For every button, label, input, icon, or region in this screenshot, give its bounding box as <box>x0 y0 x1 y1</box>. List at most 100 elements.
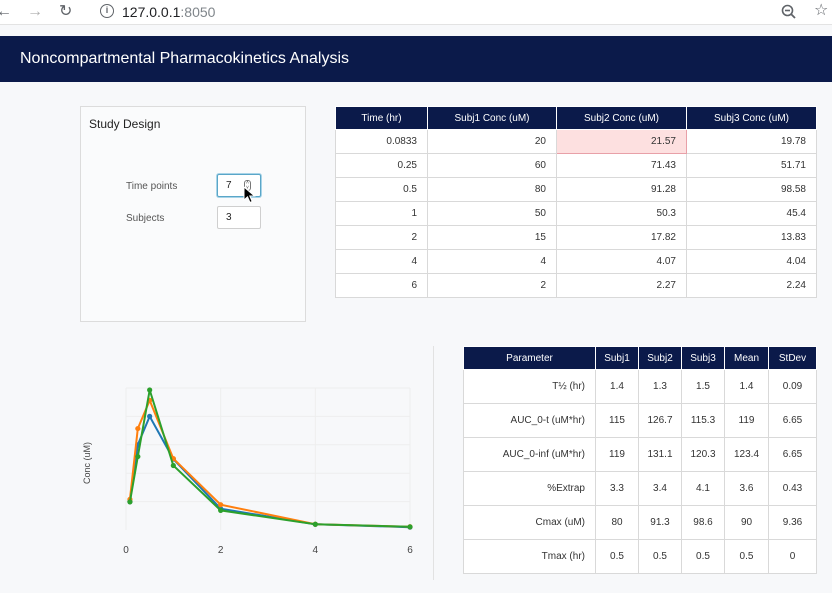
table-cell[interactable]: 131.1 <box>638 437 682 472</box>
table-cell[interactable]: 71.43 <box>556 153 687 178</box>
column-header-subj3[interactable]: Subj3 Conc (uM) <box>686 106 817 130</box>
series-line-3 <box>128 389 411 528</box>
data-point <box>407 524 413 530</box>
table-cell[interactable]: 2 <box>335 225 428 250</box>
table-cell[interactable]: 123.4 <box>724 437 769 472</box>
column-header-time[interactable]: Time (hr) <box>335 106 428 130</box>
table-cell[interactable]: 3.4 <box>638 471 682 506</box>
table-cell[interactable]: 0.5 <box>595 539 639 574</box>
column-header-mean[interactable]: Mean <box>724 346 769 370</box>
table-cell[interactable]: 115 <box>595 403 639 438</box>
table-cell[interactable]: 126.7 <box>638 403 682 438</box>
study-design-title: Study Design <box>89 117 161 131</box>
table-cell[interactable]: 90 <box>724 505 769 540</box>
table-cell[interactable]: 50.3 <box>556 201 687 226</box>
table-cell[interactable]: %Extrap <box>463 471 596 506</box>
table-cell[interactable]: 0.5 <box>638 539 682 574</box>
chart-grid <box>125 387 411 530</box>
table-cell[interactable]: 80 <box>595 505 639 540</box>
table-cell[interactable]: 119 <box>724 403 769 438</box>
url-host: 127.0.0.1 <box>122 4 181 20</box>
back-arrow-icon[interactable]: ← <box>0 3 12 20</box>
table-cell[interactable]: 6.65 <box>768 403 817 438</box>
table-cell[interactable]: 98.6 <box>681 505 725 540</box>
table-row: Tmax (hr) 0.5 0.5 0.5 0.5 0 <box>463 539 817 574</box>
table-cell[interactable]: 4.07 <box>556 249 687 274</box>
table-cell[interactable]: 45.4 <box>686 201 817 226</box>
table-cell[interactable]: 91.3 <box>638 505 682 540</box>
subjects-label: Subjects <box>126 213 165 224</box>
table-cell[interactable]: 2.24 <box>686 273 817 298</box>
table-cell[interactable]: Cmax (uM) <box>463 505 596 540</box>
zoom-out-icon[interactable] <box>781 4 797 20</box>
url-port: :8050 <box>180 4 216 20</box>
star-icon[interactable]: ☆ <box>814 2 829 19</box>
table-cell[interactable]: 60 <box>427 153 557 178</box>
parameters-table: Parameter Subj1 Subj2 Subj3 Mean StDev T… <box>463 346 817 574</box>
info-icon[interactable]: i <box>100 4 114 18</box>
table-cell[interactable]: 2.27 <box>556 273 687 298</box>
subjects-input[interactable]: 3 <box>217 206 261 229</box>
table-cell[interactable]: 20 <box>427 129 557 154</box>
table-cell[interactable]: 0.0833 <box>335 129 428 154</box>
column-header-subj1[interactable]: Subj1 Conc (uM) <box>427 106 557 130</box>
reload-icon[interactable]: ↻ <box>59 3 73 20</box>
column-header-subj3[interactable]: Subj3 <box>681 346 725 370</box>
concentration-table: Time (hr) Subj1 Conc (uM) Subj2 Conc (uM… <box>335 106 817 298</box>
table-cell[interactable]: 4 <box>335 249 428 274</box>
table-cell[interactable]: 2 <box>427 273 557 298</box>
address-bar[interactable]: 127.0.0.1:8050 <box>122 3 215 21</box>
table-cell[interactable]: 4.1 <box>681 471 725 506</box>
data-point <box>147 413 153 419</box>
table-cell[interactable]: 6.65 <box>768 437 817 472</box>
table-cell[interactable]: 6 <box>335 273 428 298</box>
table-cell[interactable]: 4.04 <box>686 249 817 274</box>
table-cell[interactable]: 4 <box>427 249 557 274</box>
table-cell[interactable]: 1.5 <box>681 369 725 404</box>
table-cell[interactable]: 0 <box>768 539 817 574</box>
table-cell[interactable]: AUC_0-t (uM*hr) <box>463 403 596 438</box>
time-points-input[interactable]: 7 ˄ ˅ <box>217 174 261 197</box>
table-cell[interactable]: 1.4 <box>595 369 639 404</box>
table-cell[interactable]: 13.83 <box>686 225 817 250</box>
table-cell[interactable]: 1.4 <box>724 369 769 404</box>
table-cell[interactable]: T½ (hr) <box>463 369 596 404</box>
table-cell[interactable]: 115.3 <box>681 403 725 438</box>
table-cell[interactable]: 50 <box>427 201 557 226</box>
table-cell-selected[interactable]: 21.57 <box>556 129 687 154</box>
forward-arrow-icon[interactable]: → <box>27 3 43 20</box>
data-point <box>170 462 176 469</box>
table-cell[interactable]: 1 <box>335 201 428 226</box>
column-header-stdev[interactable]: StDev <box>768 346 817 370</box>
table-cell[interactable]: 19.78 <box>686 129 817 154</box>
table-cell[interactable]: 3.3 <box>595 471 639 506</box>
table-cell[interactable]: 120.3 <box>681 437 725 472</box>
table-row: AUC_0-t (uM*hr) 115 126.7 115.3 119 6.65 <box>463 403 817 438</box>
table-cell[interactable]: 0.5 <box>681 539 725 574</box>
table-row: 0.0833 20 21.57 19.78 <box>335 129 817 154</box>
table-cell[interactable]: 91.28 <box>556 177 687 202</box>
column-header-subj2[interactable]: Subj2 <box>638 346 682 370</box>
table-cell[interactable]: 51.71 <box>686 153 817 178</box>
table-cell[interactable]: 1.3 <box>638 369 682 404</box>
table-cell[interactable]: 0.5 <box>335 177 428 202</box>
table-cell[interactable]: 0.09 <box>768 369 817 404</box>
table-cell[interactable]: Tmax (hr) <box>463 539 596 574</box>
table-cell[interactable]: 98.58 <box>686 177 817 202</box>
table-cell[interactable]: 80 <box>427 177 557 202</box>
table-cell[interactable]: 0.43 <box>768 471 817 506</box>
column-header-subj1[interactable]: Subj1 <box>595 346 639 370</box>
column-header-parameter[interactable]: Parameter <box>463 346 596 370</box>
table-cell[interactable]: AUC_0-inf (uM*hr) <box>463 437 596 472</box>
table-cell[interactable]: 9.36 <box>768 505 817 540</box>
table-cell[interactable]: 3.6 <box>724 471 769 506</box>
table-cell[interactable]: 0.25 <box>335 153 428 178</box>
column-header-subj2[interactable]: Subj2 Conc (uM) <box>556 106 687 130</box>
x-axis-ticks: 0 2 4 6 <box>123 545 413 556</box>
table-cell[interactable]: 17.82 <box>556 225 687 250</box>
table-cell[interactable]: 15 <box>427 225 557 250</box>
x-tick-label: 4 <box>313 545 319 556</box>
data-point <box>147 387 153 393</box>
table-cell[interactable]: 0.5 <box>724 539 769 574</box>
table-cell[interactable]: 119 <box>595 437 639 472</box>
